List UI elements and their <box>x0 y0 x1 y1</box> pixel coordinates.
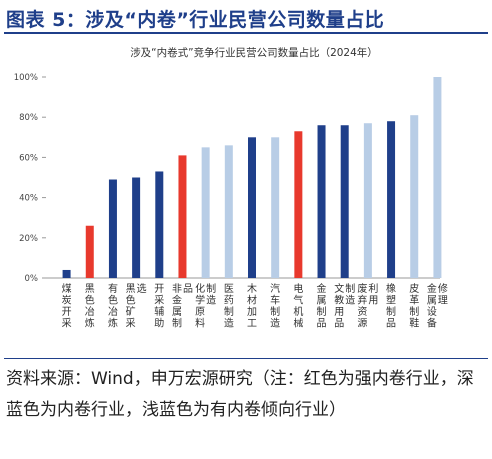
x-tick-label-7: 化学原料制造 <box>195 282 216 330</box>
x-tick-label-4: 黑色矿采选 <box>126 282 147 330</box>
bar-chart: 涉及“内卷式”竞争行业民营公司数量占比（2024年） 0% 20% 40% 60% 80… <box>14 46 448 330</box>
bar-15 <box>387 121 396 278</box>
x-tick-label-16: 皮革制鞋 <box>409 282 419 330</box>
y-tick-label: 20% <box>19 234 38 244</box>
bar-14 <box>363 123 372 278</box>
x-tick-label-3: 有色冶炼 <box>108 282 118 330</box>
bar-4 <box>132 177 141 278</box>
x-tick-label-2: 黑色冶炼 <box>85 283 95 330</box>
x-tick-label-14: 废弃资源利用 <box>357 282 378 330</box>
bar-9 <box>248 137 256 278</box>
x-tick-label-8: 医药制造 <box>224 283 234 330</box>
y-tick-label: 60% <box>19 153 38 163</box>
bars <box>62 77 442 279</box>
figure-header: 图表 5：涉及“内卷”行业民营公司数量占比 <box>4 2 488 34</box>
figure-title: 图表 5：涉及“内卷”行业民营公司数量占比 <box>6 9 385 31</box>
bar-10 <box>271 137 280 278</box>
bar-13 <box>340 125 349 279</box>
y-tick-label: 40% <box>19 194 38 204</box>
bar-7 <box>201 147 210 278</box>
x-tick-label-11: 电气机械 <box>293 282 303 330</box>
bar-3 <box>108 179 117 278</box>
y-tick-label: 100% <box>14 73 38 83</box>
x-tick-label-5: 开采辅助 <box>154 284 164 330</box>
x-tick-label-12: 金属制品 <box>317 282 327 330</box>
x-tick-label-1: 煤炭开采 <box>62 282 72 330</box>
bar-16 <box>410 115 419 278</box>
bar-11 <box>294 131 303 278</box>
y-tick-label: 0% <box>25 274 39 284</box>
x-tick-label-9: 木材加工 <box>247 283 257 330</box>
footer-divider <box>4 358 488 359</box>
bar-17 <box>433 77 442 278</box>
bar-8 <box>224 145 233 278</box>
bar-1 <box>62 269 71 278</box>
x-tick-label-17: 金属设备修理 <box>427 282 448 330</box>
bar-5 <box>155 171 164 278</box>
chart-title: 涉及“内卷式”竞争行业民营公司数量占比（2024年） <box>130 46 378 59</box>
x-tick-label-6: 非金属制品 <box>172 283 193 330</box>
x-tick-label-10: 汽车制造 <box>270 282 280 330</box>
x-tick-label-15: 橡塑制品 <box>386 282 396 330</box>
title-underline <box>4 32 488 34</box>
x-tick-label-13: 文教用品制造 <box>334 282 355 330</box>
bar-12 <box>317 125 326 279</box>
bar-2 <box>85 225 94 278</box>
source-note: 资料来源：Wind，申万宏源研究（注：红色为强内卷行业，深蓝色为内卷行业，浅蓝色… <box>6 369 474 420</box>
y-tick-label: 80% <box>19 113 38 123</box>
bar-6 <box>178 155 187 278</box>
